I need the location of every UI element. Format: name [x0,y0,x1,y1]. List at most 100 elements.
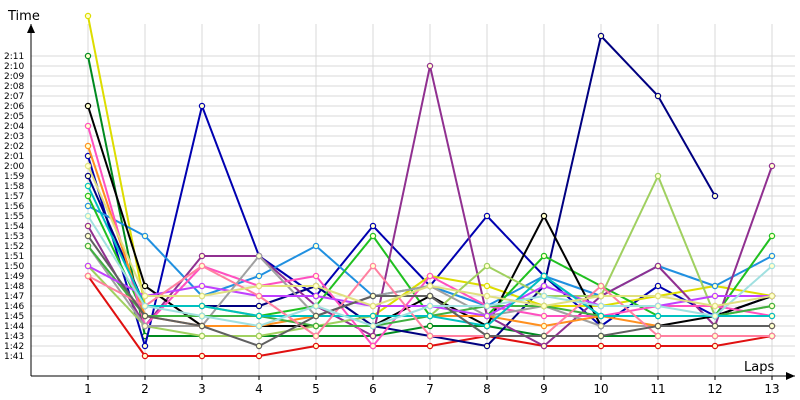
data-point [255,312,263,320]
y-tick-label: 1:57 [4,192,24,202]
data-point [426,302,434,310]
data-point [369,232,377,240]
data-point [483,312,491,320]
data-point [84,102,92,110]
data-point [426,342,434,350]
series-18 [84,232,776,350]
data-point [597,322,605,330]
series-19 [84,212,776,330]
y-tick-label: 1:51 [4,252,24,262]
data-point [84,272,92,280]
data-point [198,252,206,260]
x-tick-label: 7 [426,382,434,396]
y-tick-label: 1:46 [4,302,24,312]
data-point [597,312,605,320]
tick-labels: 1:411:421:431:441:451:461:471:481:491:50… [4,52,780,396]
data-point [312,282,320,290]
data-point [369,302,377,310]
data-point [483,212,491,220]
data-point [483,302,491,310]
data-point [84,242,92,250]
y-tick-label: 2:04 [4,122,24,132]
data-point [84,52,92,60]
data-point [198,332,206,340]
data-point [84,232,92,240]
data-point [711,332,719,340]
x-tick-label: 2 [141,382,149,396]
data-point [84,212,92,220]
data-point [711,192,719,200]
data-point [84,182,92,190]
data-point [312,312,320,320]
y-tick-label: 2:06 [4,102,24,112]
x-tick-label: 5 [312,382,320,396]
data-point [255,282,263,290]
data-point [141,342,149,350]
data-point [255,252,263,260]
data-point [369,312,377,320]
data-point [255,322,263,330]
data-point [540,342,548,350]
y-tick-label: 1:58 [4,182,24,192]
y-tick-label: 2:11 [4,52,24,62]
data-point [654,292,662,300]
data-point [312,332,320,340]
axes [27,24,795,380]
data-point [597,282,605,290]
data-point [768,312,776,320]
data-point [540,282,548,290]
data-point [141,322,149,330]
y-tick-label: 2:02 [4,142,24,152]
data-point [654,342,662,350]
data-point [84,142,92,150]
data-point [84,202,92,210]
data-point [255,332,263,340]
data-point [84,262,92,270]
data-point [141,312,149,320]
y-tick-label: 1:56 [4,202,24,212]
data-point [654,262,662,270]
data-point [654,322,662,330]
y-tick-label: 1:49 [4,272,24,282]
y-axis-arrow [27,24,35,33]
x-tick-label: 1 [84,382,92,396]
data-point [198,262,206,270]
y-tick-label: 2:10 [4,62,24,72]
y-tick-label: 1:52 [4,242,24,252]
data-point [540,302,548,310]
data-point [540,212,548,220]
data-point [369,262,377,270]
x-tick-label: 10 [593,382,608,396]
data-point [654,92,662,100]
y-tick-label: 1:42 [4,342,24,352]
data-point [141,282,149,290]
y-tick-label: 2:01 [4,152,24,162]
series-20 [84,162,776,310]
y-tick-label: 1:59 [4,172,24,182]
data-point [369,222,377,230]
data-point [483,342,491,350]
data-point [312,342,320,350]
y-tick-label: 1:47 [4,292,24,302]
data-point [198,282,206,290]
y-tick-label: 1:45 [4,312,24,322]
y-tick-label: 2:08 [4,82,24,92]
y-tick-label: 2:09 [4,72,24,82]
x-tick-label: 11 [650,382,665,396]
series-lines [84,12,776,360]
data-point [768,162,776,170]
data-point [312,292,320,300]
data-point [540,292,548,300]
x-tick-label: 3 [198,382,206,396]
y-tick-label: 2:05 [4,112,24,122]
data-point [768,292,776,300]
data-point [84,172,92,180]
data-point [198,302,206,310]
data-point [198,352,206,360]
data-point [768,302,776,310]
x-axis-arrow [786,372,795,380]
data-point [84,12,92,20]
data-point [654,282,662,290]
